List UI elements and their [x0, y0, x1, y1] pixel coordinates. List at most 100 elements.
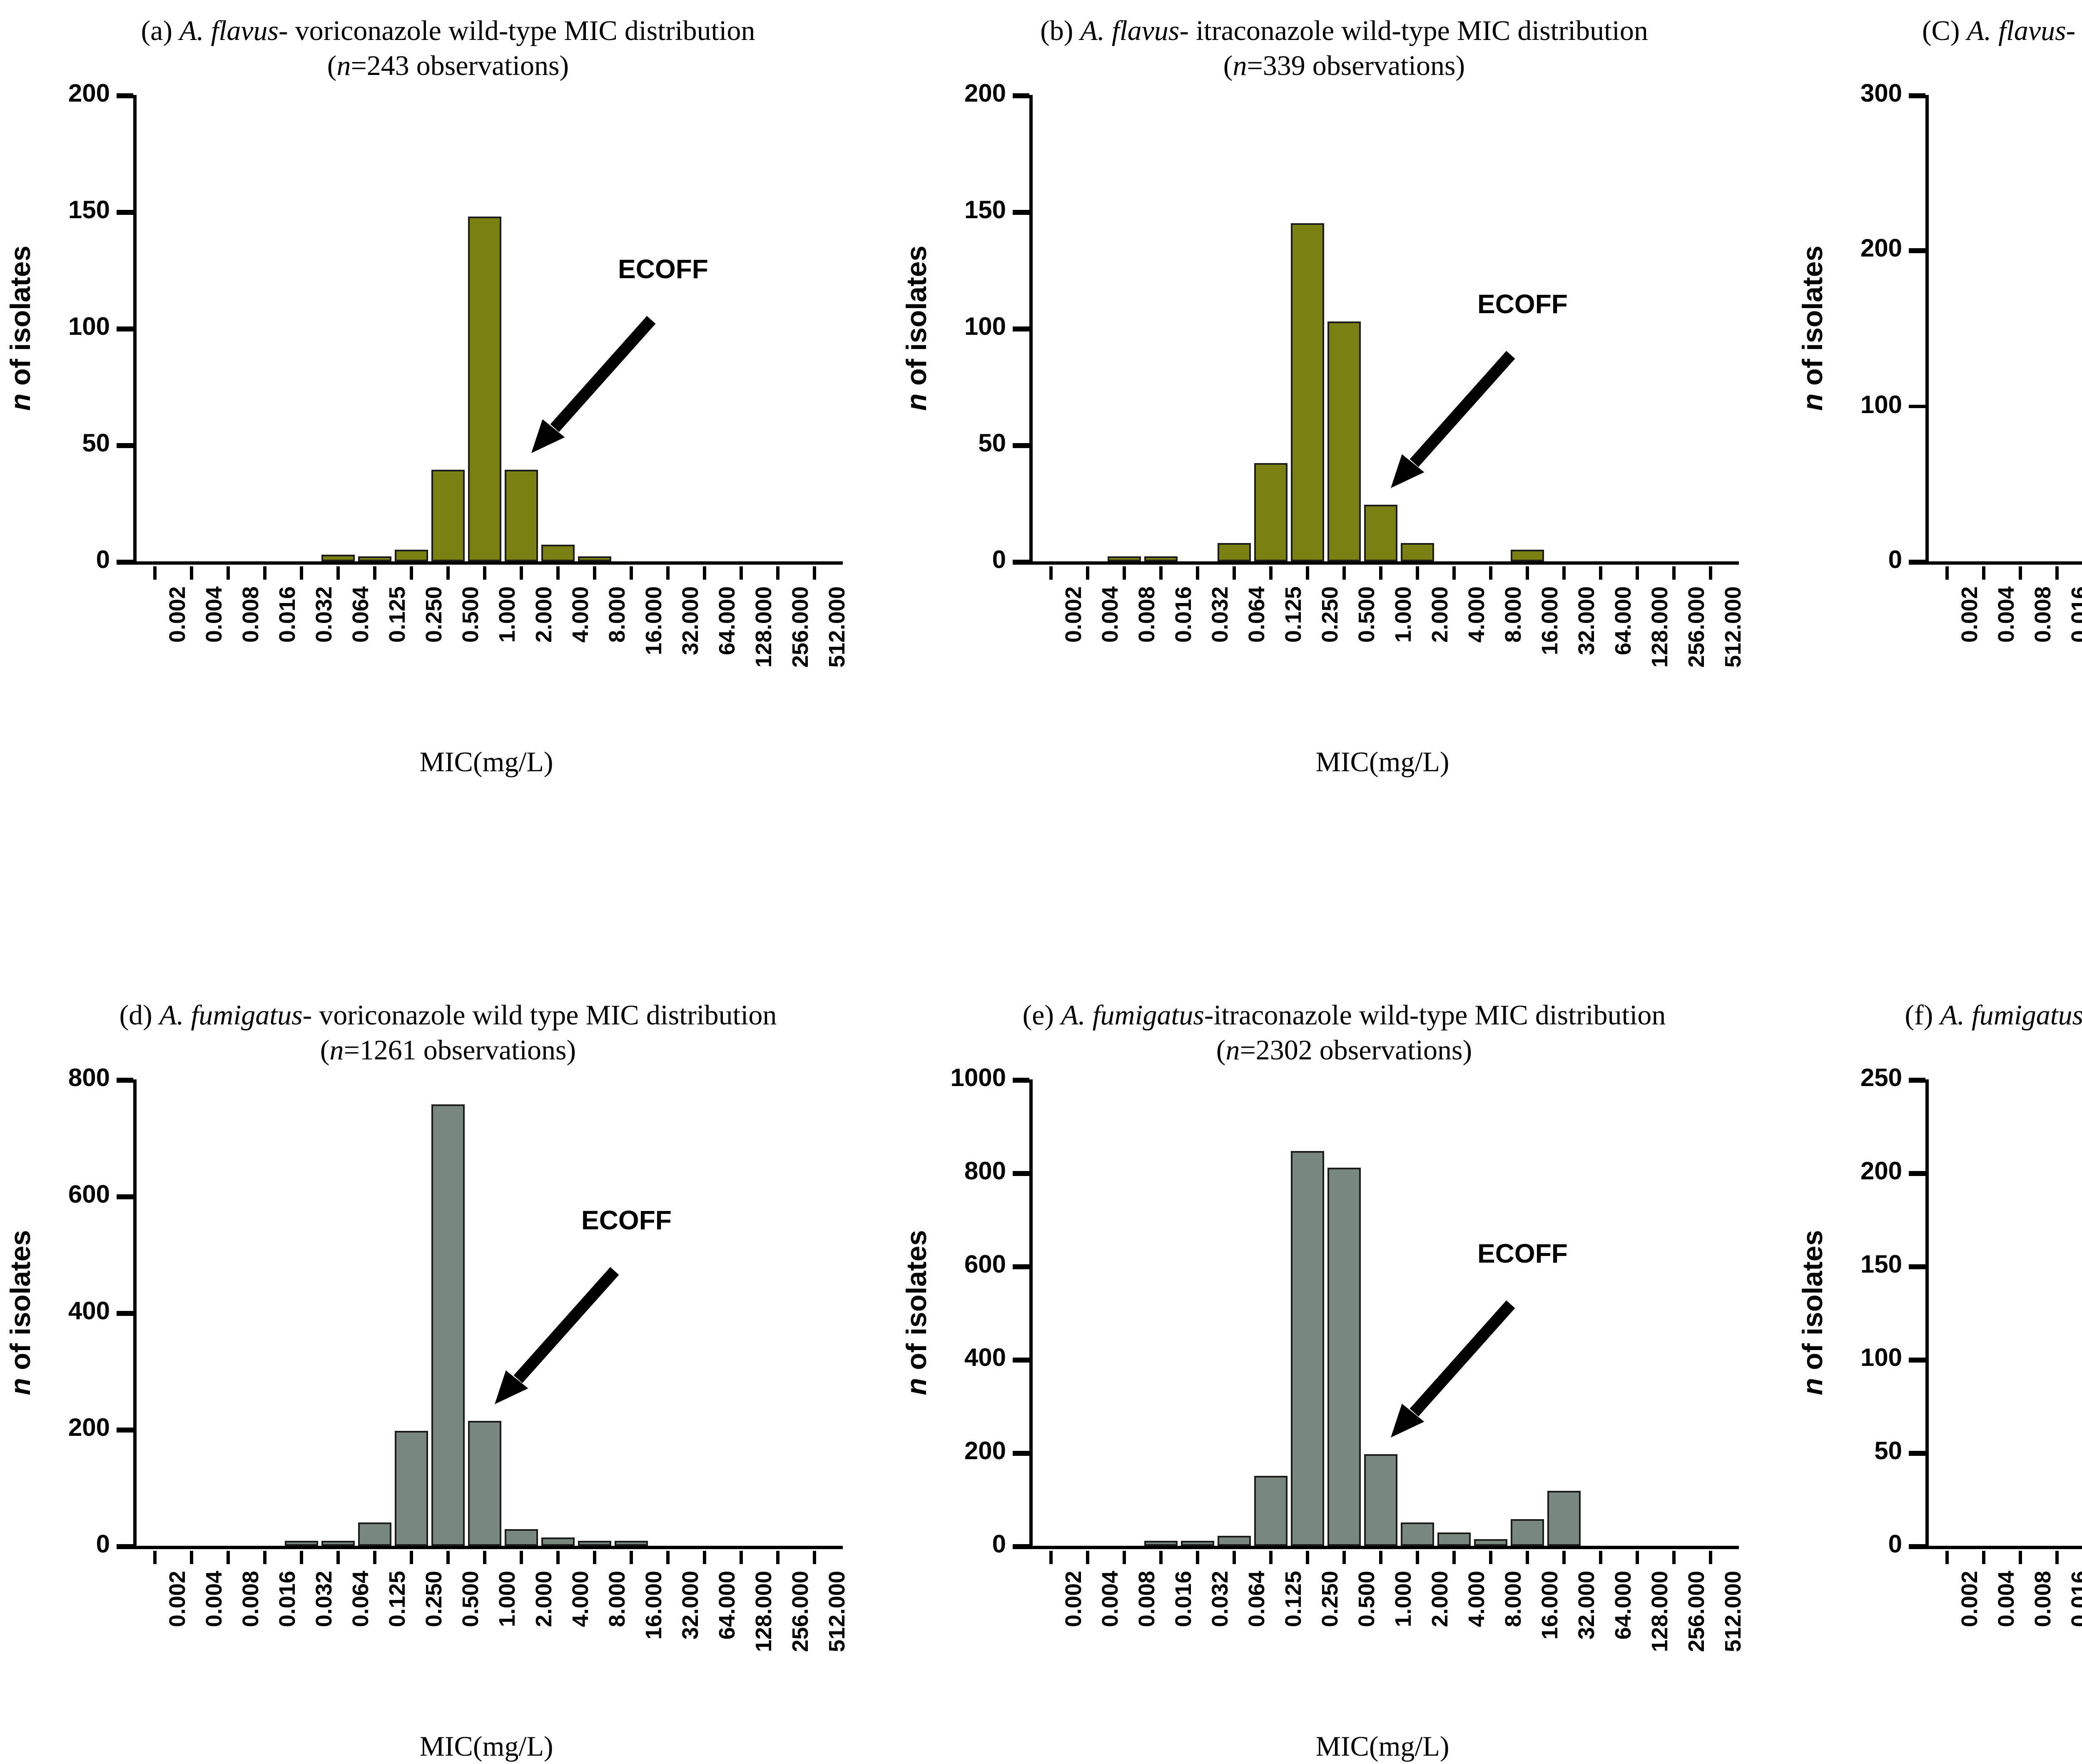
x-tick	[190, 1551, 193, 1564]
x-tick	[1672, 566, 1676, 580]
y-tick-label: 400	[68, 1298, 110, 1326]
y-tick	[1909, 404, 1925, 409]
bar-8.000	[578, 1541, 611, 1546]
x-tick-label: 0.004	[202, 586, 227, 643]
y-tick-label: 50	[82, 430, 110, 458]
x-tick	[1196, 566, 1199, 580]
x-tick-label: 0.125	[1281, 1571, 1306, 1627]
ecoff-label: ECOFF	[581, 1208, 672, 1236]
ecoff-label: ECOFF	[618, 257, 708, 286]
x-tick-label: 1.000	[495, 1571, 520, 1627]
bar-0.125	[1254, 463, 1288, 561]
bar-0.064	[321, 554, 355, 561]
x-tick	[1306, 1551, 1309, 1564]
x-tick-label: 0.016	[2067, 1571, 2082, 1627]
panel-subtitle: (n=426 observations)	[1792, 1033, 2082, 1068]
bar-0.016	[1144, 556, 1178, 561]
x-tick-label: 512.000	[1721, 1571, 1746, 1652]
x-tick	[410, 1551, 413, 1564]
x-tick-label: 8.000	[605, 1571, 630, 1627]
bar-32.000	[1547, 1490, 1581, 1546]
panel-title: (b) A. flavus- itraconazole wild-type MI…	[1040, 15, 1648, 47]
x-tick	[1982, 566, 1985, 580]
y-tick	[1909, 249, 1925, 253]
ecoff-arrow-icon	[531, 316, 656, 454]
y-tick	[117, 1194, 133, 1198]
bar-0.032	[285, 1541, 318, 1546]
x-tick	[1123, 1551, 1126, 1564]
y-tick-label: 0	[1888, 1531, 1902, 1559]
x-tick	[1945, 1551, 1949, 1564]
x-tick	[227, 1551, 230, 1564]
x-axis-tick-labels: 0.002 0.004 0.008 0.016 0.032 0.064 0.125 0.250…	[133, 1571, 849, 1731]
x-tick	[1982, 1551, 1985, 1564]
x-tick	[1342, 1551, 1346, 1564]
x-tick-label: 0.032	[311, 1571, 336, 1627]
x-tick	[300, 1551, 303, 1564]
bar-2.000	[1401, 1522, 1434, 1546]
y-tick-label: 100	[1860, 391, 1902, 419]
y-tick-label: 400	[964, 1344, 1006, 1373]
x-tick-label: 64.000	[715, 586, 740, 655]
x-tick	[666, 1551, 670, 1564]
x-tick-label: 0.008	[2030, 586, 2055, 643]
x-tick-label: 128.000	[1647, 1571, 1672, 1652]
plot-area: 0 200 400 600 800 ECOFF	[68, 1064, 843, 1564]
bar-0.500	[1327, 321, 1361, 561]
chart-row: n of isolates 0 50 100 150 200 ECOFF 0.002 0.0…	[896, 80, 1792, 780]
x-tick	[1709, 566, 1712, 580]
x-axis-title: MIC(mg/L)	[1925, 1731, 2082, 1764]
bar-1.000	[468, 1421, 501, 1546]
x-tick	[556, 1551, 560, 1564]
y-tick-label: 100	[1860, 1344, 1902, 1373]
x-tick	[630, 566, 633, 580]
x-tick-label: 0.008	[2030, 1571, 2055, 1627]
y-tick-label: 200	[68, 1414, 110, 1443]
panel-f-fumigatus-isavuconazole: (f) A. fumigatus- isavuconazole wild-typ…	[1792, 878, 2082, 1756]
x-tick	[1672, 1551, 1676, 1564]
x-axis-tick-labels: 0.002 0.004 0.008 0.016 0.032 0.064 0.125 0.250…	[1029, 1571, 1746, 1731]
y-tick	[1909, 93, 1925, 97]
x-tick-label: 0.016	[275, 586, 300, 643]
bar-1.000	[468, 216, 501, 561]
y-axis-label-wrap: n of isolates	[1792, 95, 1835, 561]
x-tick	[190, 566, 193, 580]
x-tick-label: 0.500	[458, 586, 483, 643]
y-tick	[117, 210, 133, 214]
panel-title: (f) A. fumigatus- isavuconazole wild-typ…	[1905, 999, 2082, 1031]
x-tick-label: 0.008	[238, 1571, 263, 1627]
x-tick-label: 4.000	[1464, 1571, 1489, 1627]
plot-area: 0 200 400 600 800 1000 ECOFF	[951, 1064, 1739, 1564]
y-tick	[1909, 1171, 1925, 1175]
x-tick-label: 0.032	[1208, 586, 1233, 643]
x-tick	[1269, 1551, 1273, 1564]
x-tick-label: 0.008	[238, 586, 263, 643]
x-tick-label: 0.002	[165, 1571, 190, 1627]
y-tick	[1013, 1078, 1029, 1082]
x-tick-label: 256.000	[1684, 586, 1709, 668]
plot-area: 0 50 100 150 200 ECOFF	[964, 80, 1739, 580]
x-tick	[520, 1551, 523, 1564]
x-tick	[1599, 1551, 1602, 1564]
x-tick	[2019, 1551, 2022, 1564]
y-tick-label: 1000	[950, 1064, 1006, 1093]
y-tick-label: 150	[1860, 1251, 1902, 1279]
x-tick-label: 0.500	[1354, 1571, 1379, 1627]
x-tick	[1269, 566, 1273, 580]
chart-row: n of isolates 0 200 400 600 800 1000 ECOFF 0.0…	[896, 1064, 1792, 1764]
x-tick-label: 8.000	[605, 586, 630, 643]
x-tick-label: 2.000	[531, 1571, 556, 1627]
x-tick-label: 64.000	[715, 1571, 740, 1640]
ecoff-label: ECOFF	[1477, 1241, 1568, 1270]
panel-title: (C) A. flavus- isavuconazole wild-type M…	[1922, 15, 2082, 47]
x-tick-label: 512.000	[824, 586, 849, 668]
y-tick	[1909, 1264, 1925, 1268]
bar-0.125	[358, 1522, 391, 1546]
panel-d-fumigatus-voriconazole: (d) A. fumigatus- voriconazole wild type…	[0, 878, 896, 1762]
x-tick	[2019, 566, 2022, 580]
panel-subtitle: (n=434 observations)	[1792, 48, 2082, 83]
y-tick	[117, 1311, 133, 1315]
bar-0.032	[1181, 1541, 1214, 1546]
y-tick-label: 200	[964, 1438, 1006, 1466]
y-tick-label: 200	[1860, 1158, 1902, 1186]
